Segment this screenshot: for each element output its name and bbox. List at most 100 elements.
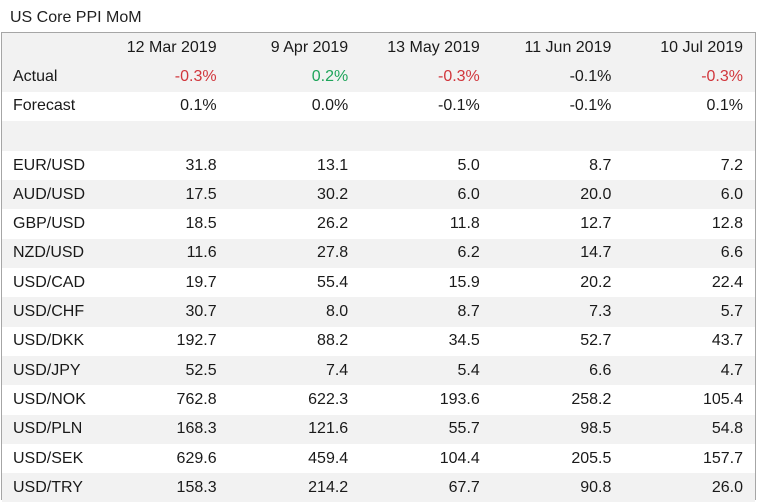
table-cell: 0.1% xyxy=(97,91,229,121)
table-cell: 459.4 xyxy=(228,443,361,474)
table-cell: 192.7 xyxy=(97,326,229,356)
table-cell: 88.2 xyxy=(228,326,361,356)
table-frame: 12 Mar 2019 9 Apr 2019 13 May 2019 11 Ju… xyxy=(1,32,756,503)
table-cell: 11.6 xyxy=(97,238,229,269)
row-label: USD/NOK xyxy=(2,385,97,415)
table-cell: 622.3 xyxy=(228,385,361,415)
table-cell: 629.6 xyxy=(97,443,229,474)
empty-cell xyxy=(623,120,755,151)
table-cell: 7.2 xyxy=(623,150,755,181)
table-cell: 98.5 xyxy=(491,414,624,444)
table-row: AUD/USD 17.5 30.2 6.0 20.0 6.0 xyxy=(2,180,755,210)
table-cell: 19.7 xyxy=(97,268,229,298)
table-row: USD/DKK 192.7 88.2 34.5 52.7 43.7 xyxy=(2,326,755,356)
table-row: USD/CAD 19.7 55.4 15.9 20.2 22.4 xyxy=(2,268,755,298)
forecast-row: Forecast 0.1% 0.0% -0.1% -0.1% 0.1% xyxy=(2,91,755,121)
table-cell: 6.2 xyxy=(360,238,492,269)
table-cell: -0.1% xyxy=(491,91,624,121)
table-row: NZD/USD 11.6 27.8 6.2 14.7 6.6 xyxy=(2,238,755,269)
table-cell: 13.1 xyxy=(228,150,361,181)
column-header: 12 Mar 2019 xyxy=(97,33,229,63)
row-label: USD/SEK xyxy=(2,443,97,474)
table-cell: 12.8 xyxy=(623,209,755,239)
table-cell: 20.0 xyxy=(491,180,624,210)
table-cell: -0.3% xyxy=(97,62,229,92)
table-row: EUR/USD 31.8 13.1 5.0 8.7 7.2 xyxy=(2,150,755,181)
row-label: USD/TRY xyxy=(2,473,97,503)
row-label: NZD/USD xyxy=(2,238,97,269)
table-row: USD/JPY 52.5 7.4 5.4 6.6 4.7 xyxy=(2,355,755,386)
row-label: Forecast xyxy=(2,91,97,121)
table-row: USD/NOK 762.8 622.3 193.6 258.2 105.4 xyxy=(2,385,755,415)
table-cell: 157.7 xyxy=(623,443,755,474)
table-cell: 17.5 xyxy=(97,180,229,210)
column-header: 11 Jun 2019 xyxy=(491,33,624,63)
table-cell: 105.4 xyxy=(623,385,755,415)
table-cell: 0.1% xyxy=(623,91,755,121)
table-row: USD/PLN 168.3 121.6 55.7 98.5 54.8 xyxy=(2,414,755,444)
table-cell: 0.2% xyxy=(228,62,361,92)
table-cell: 214.2 xyxy=(228,473,361,503)
table-row: USD/CHF 30.7 8.0 8.7 7.3 5.7 xyxy=(2,297,755,327)
actual-row: Actual -0.3% 0.2% -0.3% -0.1% -0.3% xyxy=(2,62,755,92)
table-row: GBP/USD 18.5 26.2 11.8 12.7 12.8 xyxy=(2,209,755,239)
data-table: 12 Mar 2019 9 Apr 2019 13 May 2019 11 Ju… xyxy=(2,33,755,503)
table-cell: 26.2 xyxy=(228,209,361,239)
table-cell: 14.7 xyxy=(491,238,624,269)
empty-cell xyxy=(491,120,624,151)
table-cell: 0.0% xyxy=(228,91,361,121)
table-cell: 18.5 xyxy=(97,209,229,239)
table-cell: 90.8 xyxy=(491,473,624,503)
table-cell: 30.7 xyxy=(97,297,229,327)
table-row: USD/TRY 158.3 214.2 67.7 90.8 26.0 xyxy=(2,473,755,503)
row-label: USD/CAD xyxy=(2,268,97,298)
table-cell: 52.5 xyxy=(97,355,229,386)
table-body: Actual -0.3% 0.2% -0.3% -0.1% -0.3% Forecast 0.… xyxy=(2,62,755,503)
table-cell: 258.2 xyxy=(491,385,624,415)
table-cell: 104.4 xyxy=(360,443,492,474)
table-cell: -0.1% xyxy=(491,62,624,92)
column-header: 9 Apr 2019 xyxy=(228,33,361,63)
table-cell: 12.7 xyxy=(491,209,624,239)
empty-cell xyxy=(97,120,229,151)
empty-cell xyxy=(2,120,97,151)
table-cell: 34.5 xyxy=(360,326,492,356)
table-cell: 27.8 xyxy=(228,238,361,269)
table-cell: 4.7 xyxy=(623,355,755,386)
table-cell: 20.2 xyxy=(491,268,624,298)
table-cell: 55.7 xyxy=(360,414,492,444)
table-cell: 52.7 xyxy=(491,326,624,356)
table-cell: 8.7 xyxy=(491,150,624,181)
column-header: 13 May 2019 xyxy=(360,33,492,63)
table-cell: 6.0 xyxy=(360,180,492,210)
table-row: USD/SEK 629.6 459.4 104.4 205.5 157.7 xyxy=(2,443,755,474)
table-cell: 8.0 xyxy=(228,297,361,327)
table-cell: -0.3% xyxy=(623,62,755,92)
empty-cell xyxy=(360,120,492,151)
table-cell: 121.6 xyxy=(228,414,361,444)
table-cell: 54.8 xyxy=(623,414,755,444)
row-label: USD/DKK xyxy=(2,326,97,356)
table-cell: 30.2 xyxy=(228,180,361,210)
table-cell: 5.0 xyxy=(360,150,492,181)
table-cell: 762.8 xyxy=(97,385,229,415)
row-label: USD/JPY xyxy=(2,355,97,386)
empty-cell xyxy=(228,120,361,151)
spacer-row xyxy=(2,120,755,151)
row-label: Actual xyxy=(2,62,97,92)
table-cell: 205.5 xyxy=(491,443,624,474)
header-row: 12 Mar 2019 9 Apr 2019 13 May 2019 11 Ju… xyxy=(2,33,755,63)
table-cell: 193.6 xyxy=(360,385,492,415)
table-cell: 168.3 xyxy=(97,414,229,444)
table-cell: 11.8 xyxy=(360,209,492,239)
table-cell: 22.4 xyxy=(623,268,755,298)
row-label: USD/PLN xyxy=(2,414,97,444)
table-cell: 15.9 xyxy=(360,268,492,298)
table-cell: 7.4 xyxy=(228,355,361,386)
table-cell: 55.4 xyxy=(228,268,361,298)
table-cell: 67.7 xyxy=(360,473,492,503)
table-cell: 6.0 xyxy=(623,180,755,210)
table-cell: 7.3 xyxy=(491,297,624,327)
column-header: 10 Jul 2019 xyxy=(623,33,755,63)
